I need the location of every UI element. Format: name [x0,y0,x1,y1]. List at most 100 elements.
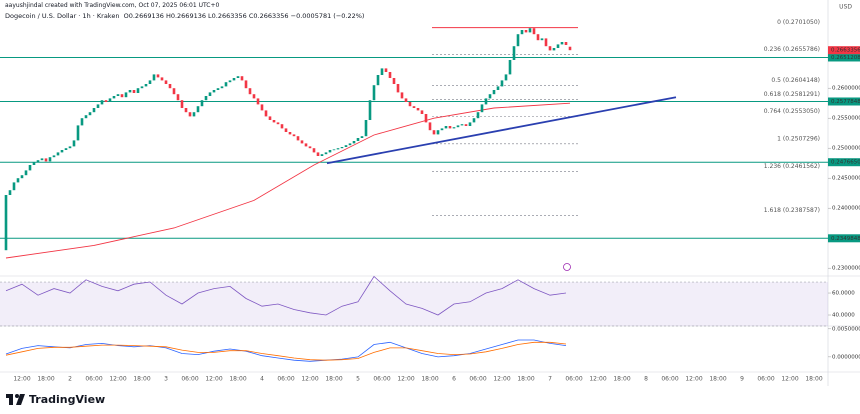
candle [160,77,164,81]
candle [308,146,312,149]
candle [360,136,364,138]
candle [416,108,420,111]
support-tag-label: 0.2651208 [831,55,860,61]
credit: aayushjindal created with TradingView.co… [5,2,220,9]
candle [324,152,328,155]
candle [512,46,516,60]
candle [412,106,416,108]
candle [464,124,468,126]
ohlc: O0.2669136 H0.2669136 L0.2663356 C0.2663… [123,12,365,20]
candle [436,130,440,135]
candle [460,124,464,126]
support-tag-label: 0.2349848 [831,236,860,242]
indicator-line [5,339,567,362]
x-tick-label: 06:00 [469,376,486,383]
x-tick-label: 12:00 [109,376,126,383]
candle [32,162,36,165]
x-tick-label: 06:00 [277,376,294,383]
candle [484,98,488,105]
candle [376,75,380,86]
support-tag [828,53,860,62]
candle [356,138,360,141]
candle [60,150,64,153]
candle [228,80,232,83]
candle [128,90,132,93]
candle [568,46,572,51]
candle [40,158,44,161]
candle [164,80,168,84]
candle [440,128,444,131]
x-tick-label: 12:00 [397,376,414,383]
candle [256,98,260,105]
x-tick-label: 4 [260,376,264,383]
candle [500,80,504,87]
x-tick-label: 6 [452,376,456,383]
candle [88,112,92,116]
candle [292,134,296,137]
candle [380,68,384,75]
x-tick-label: 06:00 [757,376,774,383]
candle [532,28,536,35]
candle [244,80,248,89]
candle [248,88,252,95]
candle [400,92,404,99]
candle [196,106,200,113]
candle [520,30,524,35]
x-tick-label: 06:00 [661,376,678,383]
candle [336,148,340,150]
x-tick-label: 18:00 [517,376,534,383]
candle [424,114,428,123]
candle [212,90,216,93]
candle [448,126,452,129]
alert-icon [563,263,571,271]
indicator-line [5,275,567,316]
candle [280,124,284,129]
candle [28,165,32,171]
candle [108,98,112,102]
x-tick-label: 18:00 [805,376,822,383]
candle [84,115,88,119]
candle [276,122,280,125]
candle [492,90,496,95]
candle [544,38,548,47]
candle [396,84,400,93]
candle [204,96,208,101]
candle [148,80,152,84]
candle [476,112,480,119]
y-tick-label: 0.2550000 [832,116,860,122]
x-tick-label: 2 [68,376,72,383]
y-tick-label: 0.2300000 [832,266,860,272]
support-tag [828,97,860,106]
currency: USD [839,4,852,11]
candle [232,78,236,81]
candle [264,110,268,117]
candle [68,146,72,149]
candle [156,74,160,78]
x-tick-label: 06:00 [373,376,390,383]
candle [8,190,12,195]
candle [100,100,104,105]
candle [272,120,276,123]
trend-line [326,96,677,165]
candle [64,148,68,150]
candle [208,92,212,96]
candle [548,46,552,51]
candle [152,74,156,81]
candle [564,42,568,45]
symbol: Dogecoin / U.S. Dollar · 1h · Kraken [5,12,120,20]
fib-label: 0 (0.2701050) [777,19,820,26]
x-tick-label: 18:00 [709,376,726,383]
candle [284,128,288,132]
x-tick-label: 7 [548,376,552,383]
candle [176,94,180,101]
candle [444,126,448,129]
fib-label: 1.618 (0.2387587) [764,207,820,214]
candle [76,125,80,141]
candle [268,116,272,120]
candle [516,34,520,47]
candle [404,98,408,102]
candle [56,152,60,156]
candle [132,90,136,93]
x-tick-label: 12:00 [205,376,222,383]
